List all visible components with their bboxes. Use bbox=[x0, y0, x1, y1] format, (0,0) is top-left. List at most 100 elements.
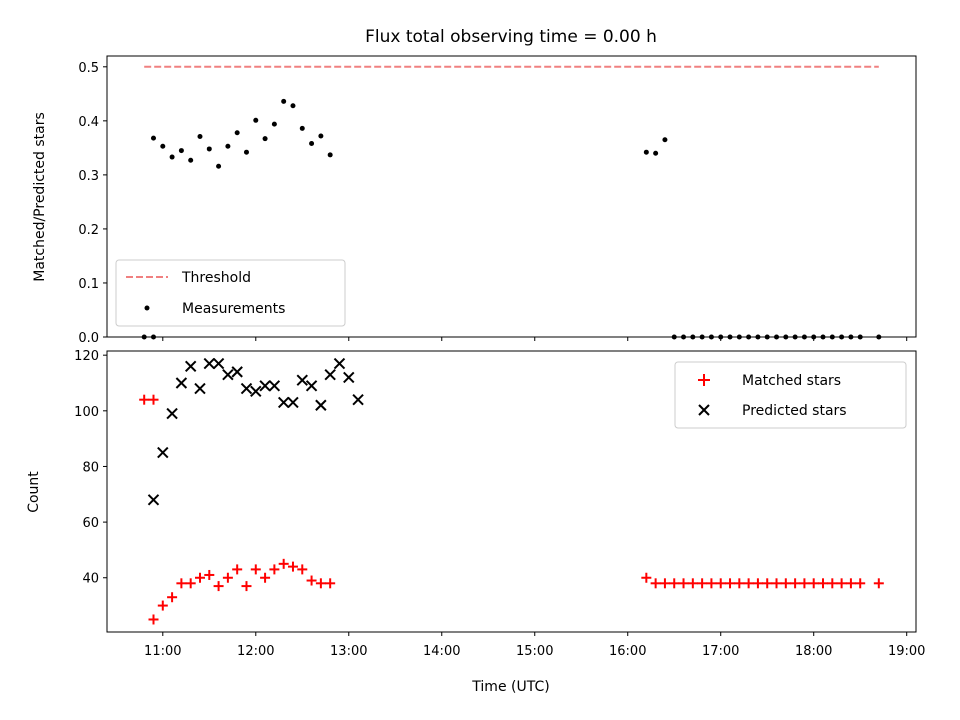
matched-stars-point bbox=[743, 578, 754, 589]
count-y-tick-label: 80 bbox=[82, 460, 99, 475]
matched-stars-point bbox=[204, 569, 215, 580]
ratio-y-tick-label: 0.5 bbox=[78, 61, 99, 76]
count-x-tick-label: 16:00 bbox=[609, 644, 646, 659]
count-x-tick-label: 13:00 bbox=[330, 644, 367, 659]
matched-stars-point bbox=[790, 578, 801, 589]
legend-measurements-swatch bbox=[144, 305, 150, 311]
predicted-stars-point bbox=[268, 380, 281, 392]
predicted-stars-point bbox=[166, 407, 178, 420]
predicted-stars-point bbox=[240, 382, 253, 395]
matched-stars-point bbox=[808, 578, 819, 589]
predicted-stars-point bbox=[250, 385, 262, 398]
matched-stars-point bbox=[167, 592, 178, 603]
measurements-point bbox=[169, 154, 175, 160]
ratio-y-axis-title: Matched/Predicted stars bbox=[32, 112, 48, 282]
matched-stars-point bbox=[287, 561, 298, 572]
legend-matched-swatch bbox=[698, 374, 710, 386]
matched-stars-point bbox=[176, 578, 187, 589]
matched-stars-point bbox=[306, 575, 317, 586]
measurements-point bbox=[225, 143, 231, 149]
measurements-point bbox=[271, 121, 277, 127]
count-axes-frame bbox=[106, 350, 917, 633]
predicted-stars-point bbox=[157, 446, 169, 459]
measurements-point bbox=[234, 130, 240, 136]
matched-stars-point bbox=[752, 578, 763, 589]
count-x-tick-label: 15:00 bbox=[516, 644, 553, 659]
matched-stars-point bbox=[241, 581, 252, 592]
measurements-point bbox=[653, 150, 659, 156]
matched-stars-point bbox=[771, 578, 782, 589]
matched-stars-point bbox=[650, 578, 661, 589]
measurements-point bbox=[178, 148, 184, 154]
predicted-stars-point bbox=[305, 380, 318, 392]
measurements-point bbox=[243, 149, 249, 155]
predicted-stars-point bbox=[212, 357, 225, 370]
matched-stars-point bbox=[157, 600, 168, 611]
matched-stars-point bbox=[278, 558, 289, 569]
count-marks bbox=[139, 357, 884, 625]
ratio-marks bbox=[141, 65, 882, 340]
ratio-y-tick-label: 0.0 bbox=[78, 331, 99, 346]
ratio-y-tick-label: 0.3 bbox=[78, 169, 99, 184]
predicted-stars-point bbox=[203, 357, 215, 370]
matched-stars-point bbox=[697, 578, 708, 589]
measurements-point bbox=[281, 98, 287, 104]
count-y-tick-label: 100 bbox=[74, 405, 99, 420]
predicted-stars-point bbox=[259, 380, 271, 392]
predicted-stars-point bbox=[352, 393, 364, 406]
matched-stars-point bbox=[659, 578, 670, 589]
matched-stars-point bbox=[315, 578, 326, 589]
measurements-point bbox=[253, 117, 259, 123]
predicted-stars-point bbox=[194, 382, 206, 395]
count-y-tick-label: 120 bbox=[74, 349, 99, 364]
measurements-point bbox=[299, 125, 305, 131]
ratio-legend-box bbox=[115, 259, 346, 327]
ratio-y-ticks: 0.0 0.1 0.2 0.3 0.4 0.5 bbox=[78, 61, 107, 346]
ratio-legend: Threshold Measurements bbox=[115, 259, 346, 327]
matched-stars-point bbox=[669, 578, 680, 589]
predicted-stars-point bbox=[147, 494, 160, 506]
matched-stars-point bbox=[855, 578, 866, 589]
count-legend: Matched stars Predicted stars bbox=[674, 361, 907, 429]
matched-stars-point bbox=[250, 564, 261, 575]
matched-stars-point bbox=[139, 394, 150, 405]
legend-measurements-label: Measurements bbox=[182, 301, 285, 317]
measurements-point bbox=[662, 137, 668, 143]
ratio-x-ticks bbox=[162, 337, 908, 341]
measurements-point bbox=[309, 141, 315, 147]
matched-stars-point bbox=[222, 572, 233, 583]
matched-stars-point bbox=[687, 578, 698, 589]
count-x-tick-label: 11:00 bbox=[144, 644, 181, 659]
ratio-panel: 0.0 0.1 0.2 0.3 0.4 0.5 Matched/Predicted sta… bbox=[32, 55, 917, 346]
count-x-tick-label: 17:00 bbox=[702, 644, 739, 659]
matched-stars-point bbox=[148, 394, 159, 405]
predicted-stars-point bbox=[315, 399, 327, 411]
matched-stars-point bbox=[780, 578, 791, 589]
matched-stars-point bbox=[213, 581, 224, 592]
ratio-y-tick-label: 0.2 bbox=[78, 223, 99, 238]
matched-stars-point bbox=[325, 578, 336, 589]
count-y-axis-title: Count bbox=[26, 471, 42, 513]
matched-stars-point bbox=[260, 572, 271, 583]
ratio-axes-frame bbox=[106, 55, 917, 338]
legend-predicted-label: Predicted stars bbox=[742, 403, 847, 419]
measurements-point bbox=[262, 136, 268, 142]
predicted-stars-point bbox=[222, 368, 234, 381]
matched-stars-point bbox=[297, 564, 308, 575]
matched-stars-point bbox=[715, 578, 726, 589]
count-y-tick-label: 40 bbox=[82, 572, 99, 587]
figure-title: Flux total observing time = 0.00 h bbox=[365, 27, 657, 47]
predicted-stars-point bbox=[343, 371, 355, 384]
predicted-stars-point bbox=[287, 396, 299, 409]
ratio-y-tick-label: 0.1 bbox=[78, 277, 99, 292]
measurements-point bbox=[643, 149, 649, 155]
predicted-stars-point bbox=[231, 366, 243, 378]
predicted-stars-point bbox=[333, 357, 346, 370]
legend-threshold-label: Threshold bbox=[181, 270, 251, 286]
matched-stars-point bbox=[873, 578, 884, 589]
predicted-stars-point bbox=[324, 368, 336, 381]
predicted-stars-point bbox=[296, 374, 308, 386]
measurements-point bbox=[216, 163, 222, 169]
